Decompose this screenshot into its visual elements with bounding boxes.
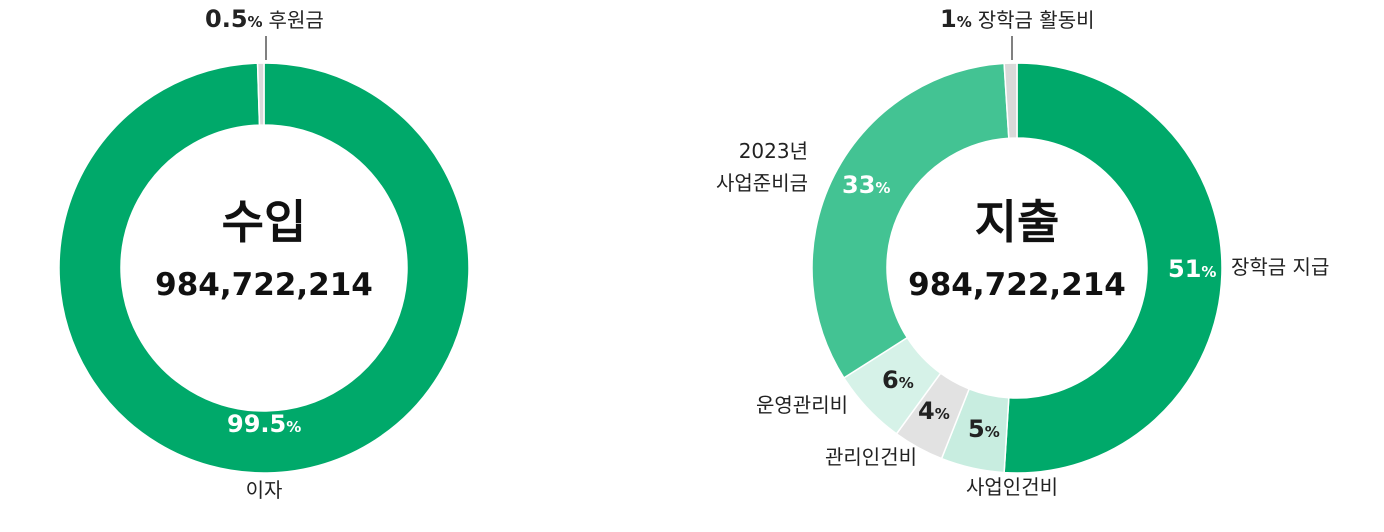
expense-admin-staff-name: 관리인건비 xyxy=(825,445,917,469)
expense-admin-staff-percent: 4 xyxy=(918,397,935,425)
expense-activity-percent-sign: % xyxy=(957,13,972,31)
expense-project-staff-name: 사업인건비 xyxy=(966,475,1058,499)
expense-slice-percent-operation: 6% xyxy=(882,366,914,394)
expense-slice-percent-reserve: 33% xyxy=(842,171,890,199)
expense-scholarship-percent-sign: % xyxy=(1201,263,1216,281)
expense-operation-percent: 6 xyxy=(882,366,899,394)
expense-activity-percent: 1 xyxy=(940,5,957,33)
expense-reserve-name-line1: 2023년 xyxy=(739,139,808,163)
expense-donut xyxy=(811,62,1223,474)
expense-center-title: 지출 xyxy=(975,195,1060,249)
income-center-title: 수입 xyxy=(222,195,307,249)
expense-activity-name: 장학금 활동비 xyxy=(978,8,1095,32)
income-center-amount: 984,722,214 xyxy=(155,267,373,303)
income-slice-1 xyxy=(58,62,470,474)
income-slice-label-donation: 0.5% 후원금 xyxy=(205,5,324,33)
income-interest-name: 이자 xyxy=(246,478,283,502)
income-slice-percent-interest: 99.5% xyxy=(227,410,301,438)
expense-project-staff-percent: 5 xyxy=(968,415,985,443)
income-donation-percent-sign: % xyxy=(248,13,263,31)
expense-scholarship-name: 장학금 지급 xyxy=(1231,255,1329,279)
expense-slice-4 xyxy=(811,62,1010,379)
expense-center-amount: 984,722,214 xyxy=(908,267,1126,303)
expense-slice-percent-scholarship: 51% xyxy=(1168,255,1216,283)
expense-reserve-name-line2: 사업준비금 xyxy=(716,171,808,195)
income-interest-percent-sign: % xyxy=(286,418,301,436)
income-interest-percent: 99.5 xyxy=(227,410,286,438)
expense-scholarship-percent: 51 xyxy=(1168,255,1201,283)
expense-slice-0 xyxy=(1003,62,1223,474)
expense-operation-percent-sign: % xyxy=(899,374,914,392)
expense-operation-name: 운영관리비 xyxy=(756,393,848,417)
expense-project-staff-percent-sign: % xyxy=(985,423,1000,441)
expense-slice-5 xyxy=(1003,62,1018,140)
expense-slice-percent-project-staff: 5% xyxy=(968,415,1000,443)
income-donation-percent: 0.5 xyxy=(205,5,248,33)
expense-reserve-percent-sign: % xyxy=(875,179,890,197)
income-donut xyxy=(58,62,470,474)
expense-reserve-percent: 33 xyxy=(842,171,875,199)
expense-slice-percent-admin-staff: 4% xyxy=(918,397,950,425)
expense-slice-label-activity: 1% 장학금 활동비 xyxy=(940,5,1095,33)
income-donation-name: 후원금 xyxy=(269,8,324,32)
expense-admin-staff-percent-sign: % xyxy=(935,405,950,423)
income-slice-0 xyxy=(256,62,265,126)
